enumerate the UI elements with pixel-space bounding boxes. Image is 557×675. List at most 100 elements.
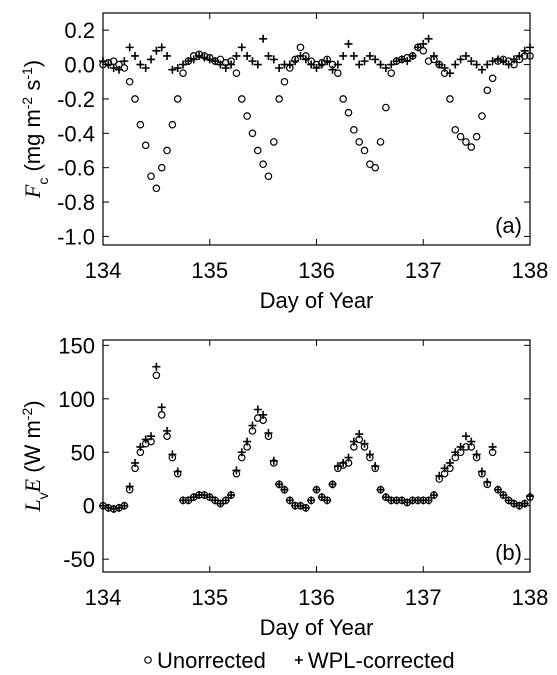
- circle-marker: [360, 146, 369, 155]
- plus-marker: [419, 39, 428, 48]
- plus-marker: [483, 478, 492, 487]
- circle-marker: [467, 143, 476, 151]
- plus-marker: [461, 51, 470, 60]
- label-part: ): [20, 60, 45, 67]
- circle-marker: [243, 112, 251, 120]
- x-tick-label: 137: [405, 585, 442, 610]
- plus-marker: [216, 499, 225, 508]
- plus-marker: [499, 57, 508, 66]
- y-axis-label: Fc (mg m-2 s-1): [19, 60, 51, 199]
- x-tick-label: 134: [85, 258, 122, 283]
- circle-marker: [456, 132, 465, 141]
- plus-marker: [152, 362, 161, 371]
- plus-marker: [451, 448, 460, 457]
- plus-marker: [440, 63, 449, 72]
- plus-marker: [397, 496, 406, 505]
- plus-marker: [296, 51, 305, 60]
- plus-marker: [376, 485, 385, 494]
- plus-marker: [200, 491, 209, 500]
- plot-frame: [102, 339, 531, 573]
- plus-marker: [147, 55, 156, 64]
- plus-marker: [195, 51, 204, 60]
- plus-marker: [221, 496, 230, 505]
- circle-marker: [157, 411, 166, 419]
- x-axis-label: Day of Year: [260, 615, 374, 640]
- plus-marker: [211, 57, 220, 66]
- plus-marker: [515, 51, 524, 60]
- legend-label: WPL-corrected: [308, 648, 455, 673]
- plus-marker: [189, 493, 198, 502]
- circle-marker: [141, 141, 150, 150]
- plus-marker: [136, 60, 145, 69]
- y-tick-label: -0.2: [57, 87, 95, 112]
- plus-marker: [339, 458, 348, 467]
- panel-label: (b): [495, 540, 522, 565]
- plus-marker: [451, 60, 460, 69]
- plus-marker: [237, 43, 246, 52]
- circle-marker: [376, 138, 385, 146]
- plus-marker: [157, 403, 166, 412]
- circle-marker: [147, 172, 155, 181]
- plus-marker: [141, 435, 150, 444]
- circle-marker: [280, 77, 289, 86]
- plus-marker: [467, 437, 476, 446]
- circle-marker: [173, 95, 182, 103]
- y-tick-label: -0.4: [57, 121, 95, 146]
- plus-marker: [344, 453, 353, 462]
- plus-marker: [477, 65, 486, 74]
- circle-marker: [472, 132, 481, 141]
- plus-marker: [472, 450, 481, 459]
- y-tick-label: -0.6: [57, 156, 95, 181]
- plus-marker: [328, 65, 337, 74]
- y-tick-label: -50: [63, 547, 95, 572]
- plus-marker: [99, 501, 107, 510]
- circle-marker: [125, 77, 134, 86]
- circle-marker: [334, 69, 342, 77]
- plus-marker: [520, 499, 529, 508]
- plus-marker: [285, 60, 294, 69]
- plus-marker: [163, 51, 172, 60]
- circle-marker: [387, 69, 396, 77]
- plus-marker: [205, 493, 214, 502]
- circle-marker: [131, 95, 139, 103]
- label-part: (mg m: [20, 109, 45, 177]
- circle-marker: [264, 172, 273, 181]
- plus-marker: [435, 471, 444, 480]
- plus-marker: [328, 480, 337, 489]
- plus-marker: [355, 430, 364, 439]
- panel-label: (a): [495, 213, 522, 238]
- x-tick-label: 135: [191, 585, 228, 610]
- circle-marker: [275, 95, 283, 103]
- circle-marker: [488, 74, 497, 83]
- plus-marker: [115, 65, 124, 74]
- plus-marker: [307, 60, 316, 69]
- label-part: s: [20, 80, 45, 97]
- x-tick-label: 137: [405, 258, 442, 283]
- circle-marker: [152, 184, 161, 193]
- plus-marker: [259, 410, 268, 419]
- circle-marker: [144, 656, 152, 664]
- circle-marker: [179, 69, 187, 77]
- y-tick-label: 0.2: [64, 18, 95, 43]
- label-part: ): [20, 400, 45, 407]
- circle-marker: [157, 163, 166, 172]
- plus-marker: [333, 462, 342, 471]
- y-tick-label: -0.8: [57, 190, 95, 215]
- plus-marker: [307, 496, 316, 505]
- plus-marker: [323, 57, 332, 66]
- plus-marker: [291, 57, 300, 66]
- plus-marker: [131, 51, 140, 60]
- x-tick-label: 135: [191, 258, 228, 283]
- plus-marker: [392, 57, 401, 66]
- circle-marker: [483, 86, 492, 95]
- circle-marker: [344, 108, 353, 117]
- plus-marker: [355, 60, 364, 69]
- plus-marker: [349, 437, 358, 446]
- plus-marker: [173, 63, 182, 72]
- plus-marker: [371, 55, 380, 64]
- circle-marker: [259, 160, 267, 169]
- y-tick-label: 100: [58, 387, 95, 412]
- label-part: L: [20, 499, 45, 512]
- plus-marker: [317, 493, 326, 502]
- plus-marker: [403, 57, 412, 66]
